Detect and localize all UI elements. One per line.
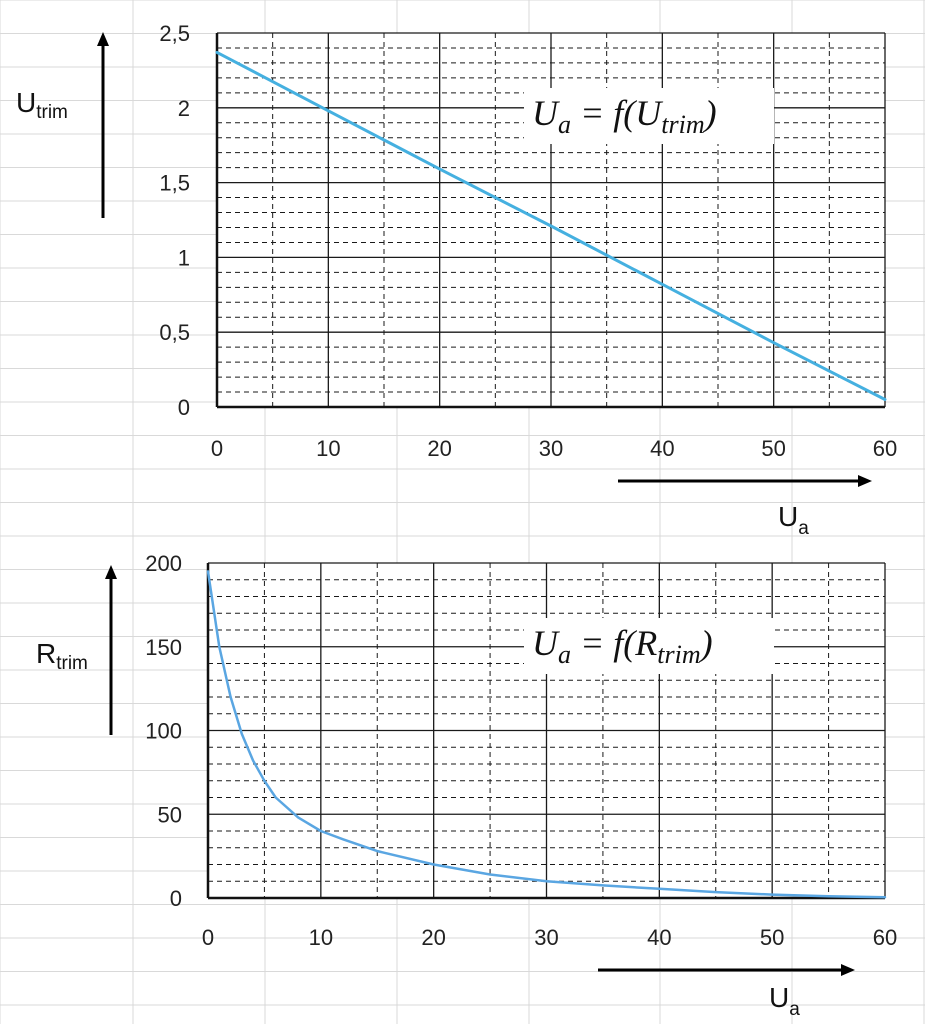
- x-tick-label: 10: [309, 925, 333, 950]
- series-line: [215, 50, 887, 401]
- y-tick-label: 0: [178, 395, 190, 420]
- y-arrow-head: [97, 32, 109, 46]
- chart-rtrim-y-axis-label: Rtrim: [36, 638, 88, 674]
- formula-mid: = f(R: [571, 623, 657, 663]
- x-tick-label: 20: [427, 436, 451, 461]
- chart-utrim-tick-labels: 0 10 20 30 40 50 60 0 0,5 1 1,5 2 2,5: [159, 21, 897, 461]
- chart-utrim-formula-box: [524, 88, 774, 144]
- x-tick-label: 30: [539, 436, 563, 461]
- y-tick-label: 50: [158, 802, 182, 827]
- y-label-sub: trim: [36, 102, 68, 123]
- x-tick-label: 0: [211, 436, 223, 461]
- y-tick-label: 0,5: [159, 320, 190, 345]
- formula-suffix: ): [703, 93, 717, 133]
- formula-suffix: ): [699, 623, 713, 663]
- chart-rtrim-series: [206, 570, 887, 899]
- chart-utrim-x-axis-label: Ua: [778, 501, 809, 539]
- chart-rtrim-x-axis-label: Ua: [769, 982, 800, 1020]
- x-tick-label: 30: [534, 925, 558, 950]
- x-label-sub: a: [798, 518, 809, 539]
- y-tick-label: 1,5: [159, 171, 190, 196]
- x-arrow-head: [841, 964, 855, 976]
- chart-utrim-series: [215, 50, 887, 401]
- x-label-main: U: [778, 501, 798, 532]
- x-tick-label: 20: [421, 925, 445, 950]
- y-tick-label: 0: [170, 886, 182, 911]
- chart-rtrim-grid: [206, 562, 886, 900]
- y-label-sub: trim: [56, 653, 88, 674]
- x-tick-label: 60: [873, 436, 897, 461]
- formula-mid-sub: trim: [661, 110, 704, 139]
- x-label-main: U: [769, 982, 789, 1013]
- x-tick-label: 0: [202, 925, 214, 950]
- x-label-sub: a: [789, 999, 800, 1020]
- x-tick-label: 50: [761, 436, 785, 461]
- formula-prefix-sub: a: [558, 640, 571, 669]
- y-tick-label: 2,5: [159, 21, 190, 46]
- x-tick-label: 50: [760, 925, 784, 950]
- y-label-main: U: [16, 87, 36, 118]
- x-tick-label: 60: [873, 925, 897, 950]
- y-tick-label: 100: [145, 719, 182, 744]
- chart-rtrim-axis-arrows: [105, 565, 855, 976]
- formula-prefix-sub: a: [558, 110, 571, 139]
- formula-mid-sub: trim: [657, 640, 700, 669]
- chart-utrim-formula: Ua = f(Utrim): [532, 93, 717, 139]
- y-tick-label: 150: [145, 635, 182, 660]
- y-tick-label: 200: [145, 551, 182, 576]
- y-label-main: R: [36, 638, 56, 669]
- series-line: [206, 570, 887, 899]
- x-tick-label: 10: [316, 436, 340, 461]
- chart-rtrim-formula-box: [524, 618, 774, 674]
- x-tick-label: 40: [647, 925, 671, 950]
- formula-mid: = f(U: [571, 93, 663, 133]
- y-tick-label: 1: [178, 245, 190, 270]
- formula-prefix: U: [532, 93, 560, 133]
- chart-utrim-y-axis-label: Utrim: [16, 87, 68, 123]
- chart-utrim-axis-arrows: [97, 32, 872, 487]
- formula-prefix: U: [532, 623, 560, 663]
- y-tick-label: 2: [178, 96, 190, 121]
- chart-rtrim-formula: Ua = f(Rtrim): [532, 623, 713, 669]
- x-arrow-head: [858, 475, 872, 487]
- chart-rtrim-tick-labels: 0 10 20 30 40 50 60 0 50 100 150 200: [145, 551, 897, 950]
- x-tick-label: 40: [650, 436, 674, 461]
- y-arrow-head: [105, 565, 117, 579]
